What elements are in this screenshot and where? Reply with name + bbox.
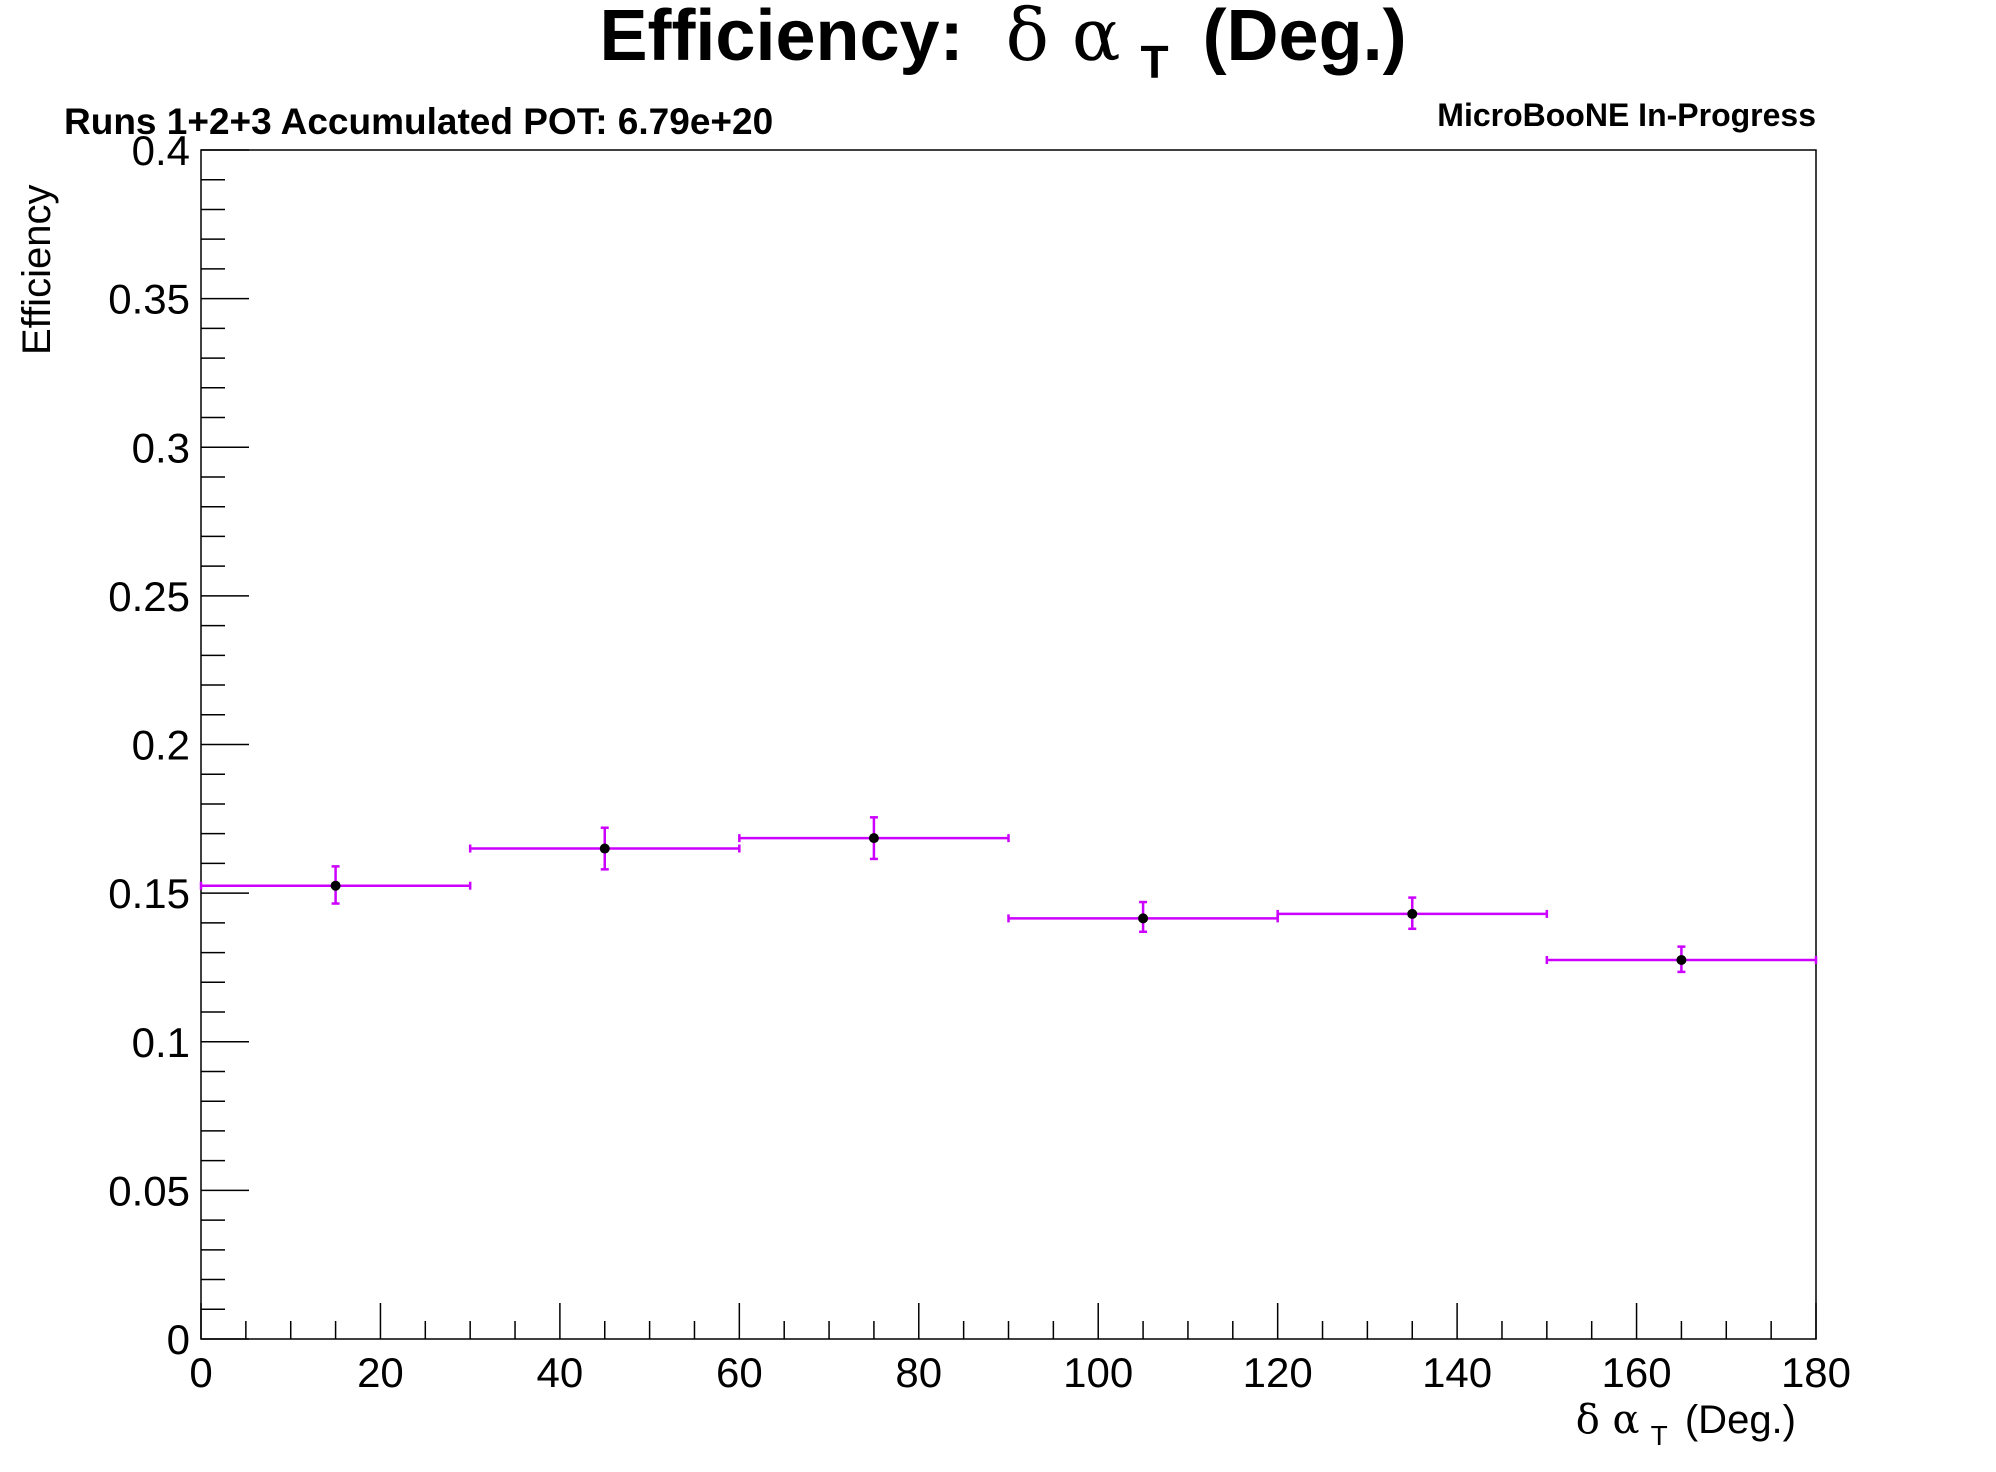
- data-point: [1545, 945, 1818, 974]
- y-axis-title: Efficiency: [15, 185, 59, 355]
- data-marker: [330, 880, 341, 891]
- data-point: [199, 865, 472, 905]
- data-marker: [1407, 908, 1418, 919]
- y-tick-label: 0.1: [132, 1019, 190, 1066]
- chart-title-main: Efficiency:: [599, 0, 963, 76]
- x-tick-label: 100: [1063, 1349, 1133, 1396]
- chart-title-unit: (Deg.): [1203, 0, 1407, 76]
- x-tick-label: 20: [357, 1349, 404, 1396]
- data-point: [468, 826, 741, 871]
- y-tick-label: 0: [167, 1316, 190, 1363]
- x-tick-label: 40: [537, 1349, 584, 1396]
- x-tick-label: 180: [1781, 1349, 1851, 1396]
- chart-title-symbol: δ α: [1006, 0, 1121, 77]
- x-axis-title-unit: (Deg.): [1685, 1398, 1796, 1442]
- y-tick-label: 0.35: [108, 276, 190, 323]
- y-tick-label: 0.3: [132, 424, 190, 471]
- data-points: [199, 816, 1818, 974]
- y-tick-label: 0.4: [132, 127, 190, 174]
- data-marker: [868, 833, 879, 844]
- subtitle-left: Runs 1+2+3 Accumulated POT: 6.79e+20: [64, 101, 773, 142]
- y-tick-label: 0.15: [108, 870, 190, 917]
- x-axis-tick-labels: 0 20 40 60 80 100 120 140 160 180: [189, 1349, 1851, 1396]
- x-tick-label: 80: [895, 1349, 942, 1396]
- x-tick-label: 120: [1243, 1349, 1313, 1396]
- x-axis-ticks: [200, 1303, 1817, 1339]
- data-marker: [1676, 955, 1687, 966]
- data-point: [738, 816, 1010, 861]
- subtitle-right: MicroBooNE In-Progress: [1437, 97, 1816, 133]
- y-tick-label: 0.05: [108, 1167, 190, 1214]
- chart-title-subscript: T: [1140, 36, 1168, 88]
- data-point: [1007, 900, 1279, 934]
- x-tick-label: 160: [1602, 1349, 1672, 1396]
- y-axis-ticks: [201, 149, 249, 1340]
- data-point: [1276, 896, 1549, 931]
- x-axis-title-subscript: T: [1651, 1420, 1668, 1451]
- x-axis-title-symbol: δ α: [1576, 1397, 1640, 1443]
- y-axis-tick-labels: 0 0.05 0.1 0.15 0.2 0.25 0.3 0.35 0.4: [108, 127, 190, 1363]
- y-tick-label: 0.2: [132, 722, 190, 769]
- data-marker: [1138, 913, 1149, 924]
- x-axis-title: δ α T (Deg.): [1576, 1397, 1796, 1454]
- y-tick-label: 0.25: [108, 573, 190, 620]
- data-marker: [599, 843, 610, 854]
- x-tick-label: 140: [1422, 1349, 1492, 1396]
- x-tick-label: 60: [716, 1349, 763, 1396]
- plot-frame: [200, 149, 1817, 1340]
- x-tick-label: 0: [189, 1349, 212, 1396]
- chart-title: Efficiency: δ α T (Deg.): [599, 0, 1406, 94]
